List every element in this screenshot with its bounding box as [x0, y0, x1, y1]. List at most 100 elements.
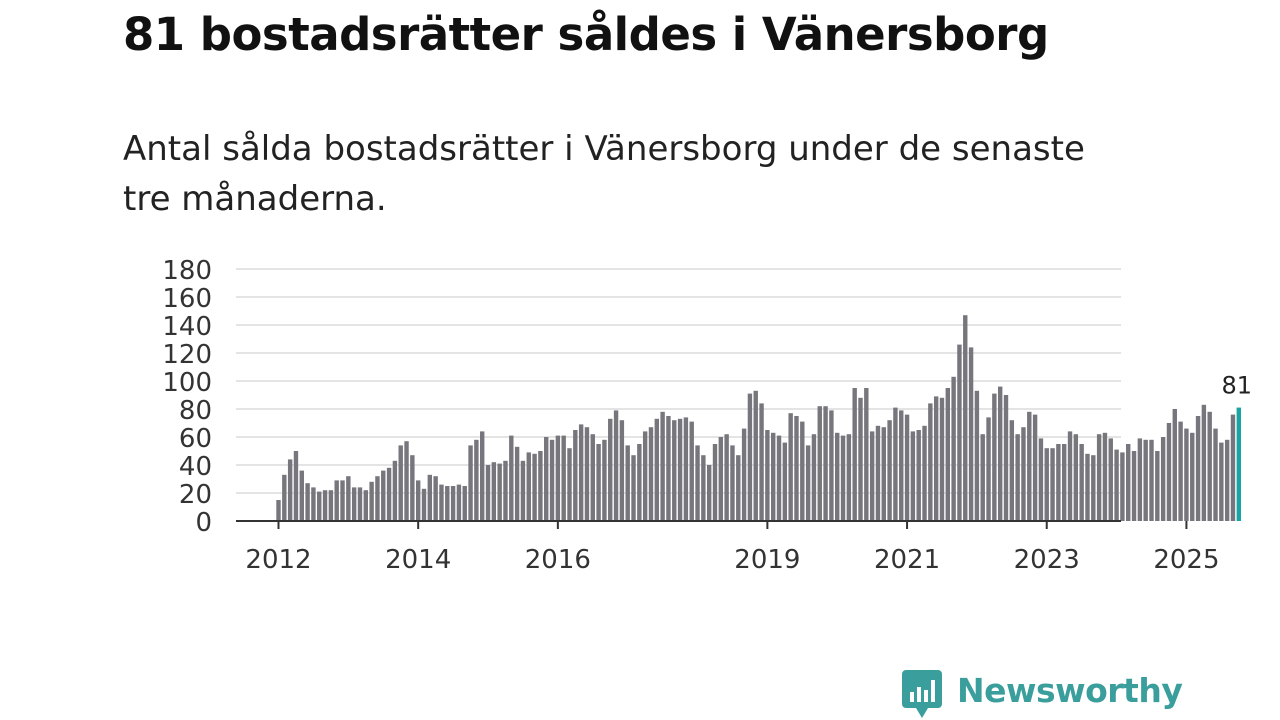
bar: [625, 445, 630, 521]
bar: [672, 420, 677, 521]
bar: [415, 480, 421, 521]
bar: [1201, 404, 1207, 521]
bar: [1131, 451, 1137, 521]
bar: [346, 476, 351, 521]
bar: [514, 446, 520, 521]
bar: [695, 445, 700, 521]
x-tick-label: 2014: [385, 545, 451, 575]
bar: [619, 420, 625, 521]
bar-latest: [1236, 407, 1241, 521]
bar: [613, 410, 619, 521]
bar: [922, 425, 927, 521]
bar: [660, 411, 665, 521]
bar: [992, 393, 997, 521]
bar: [1015, 434, 1020, 521]
bar: [561, 435, 566, 521]
bar: [765, 430, 770, 521]
bar: [1207, 411, 1212, 521]
bar: [945, 388, 950, 521]
bar: [375, 476, 380, 521]
bar: [549, 439, 555, 521]
bar: [963, 315, 968, 521]
bar: [724, 434, 729, 521]
bar: [468, 445, 473, 521]
bar: [520, 460, 526, 521]
chart-subtitle: Antal sålda bostadsrätter i Vänersborg u…: [123, 129, 1085, 219]
bar: [1160, 437, 1166, 521]
bar: [712, 444, 718, 521]
x-tick-label: 2016: [525, 545, 591, 575]
bar: [683, 417, 689, 521]
bar: [1114, 449, 1119, 521]
y-tick-label: 180: [162, 256, 212, 286]
bar: [829, 410, 834, 521]
bar: [282, 474, 287, 521]
bar: [852, 388, 857, 521]
bar: [654, 418, 659, 521]
bar: [1108, 438, 1113, 521]
bar: [1213, 428, 1218, 521]
bars: 81: [276, 315, 1252, 521]
bar: [747, 393, 753, 521]
bar: [369, 481, 374, 521]
bar: [311, 487, 316, 521]
bar: [864, 388, 869, 521]
bar: [846, 434, 852, 521]
bar: [1166, 423, 1172, 521]
bar: [526, 452, 531, 521]
bar: [1143, 439, 1148, 521]
bar: [509, 435, 514, 521]
bar: [567, 448, 572, 521]
bar: [503, 460, 508, 521]
bar: [736, 455, 741, 521]
bar: [1079, 444, 1084, 521]
bar: [1096, 434, 1102, 521]
bar: [986, 417, 991, 521]
bar: [782, 442, 788, 521]
bar: [1003, 395, 1009, 521]
bar: [1056, 444, 1061, 521]
bar: [835, 432, 840, 521]
bar: [1224, 439, 1230, 521]
bar: [1062, 444, 1067, 521]
x-tick-label: 2021: [874, 545, 940, 575]
bar: [869, 431, 875, 521]
bar: [875, 425, 881, 521]
bar: [381, 470, 386, 521]
y-tick-label: 0: [195, 508, 212, 538]
bar: [899, 410, 904, 521]
bar: [555, 435, 561, 521]
bar: [1126, 444, 1131, 521]
bar: [491, 462, 497, 521]
bar: [317, 491, 322, 521]
bar: [340, 480, 345, 521]
bar: [677, 418, 683, 521]
bar: [928, 403, 933, 521]
y-tick-label: 100: [162, 368, 212, 398]
bar: [1230, 414, 1236, 521]
bar: [404, 441, 409, 521]
bar: [771, 432, 776, 521]
bar: [637, 444, 642, 521]
bar: [439, 484, 444, 521]
bar: [730, 445, 735, 521]
bar: [1027, 411, 1032, 521]
bar: [328, 490, 334, 521]
x-tick-label: 2025: [1153, 545, 1219, 575]
bar: [997, 386, 1003, 521]
bar: [322, 490, 328, 521]
y-tick-label: 80: [179, 396, 212, 426]
bar: [1195, 416, 1201, 521]
bar: [631, 455, 636, 521]
bar: [450, 486, 456, 521]
bar: [666, 416, 671, 521]
bar: [916, 430, 921, 521]
bar: [1155, 451, 1160, 521]
bar: [951, 376, 956, 521]
bar: [776, 435, 782, 521]
bar: [363, 490, 368, 521]
bar: [957, 344, 962, 521]
bar: [334, 480, 339, 521]
